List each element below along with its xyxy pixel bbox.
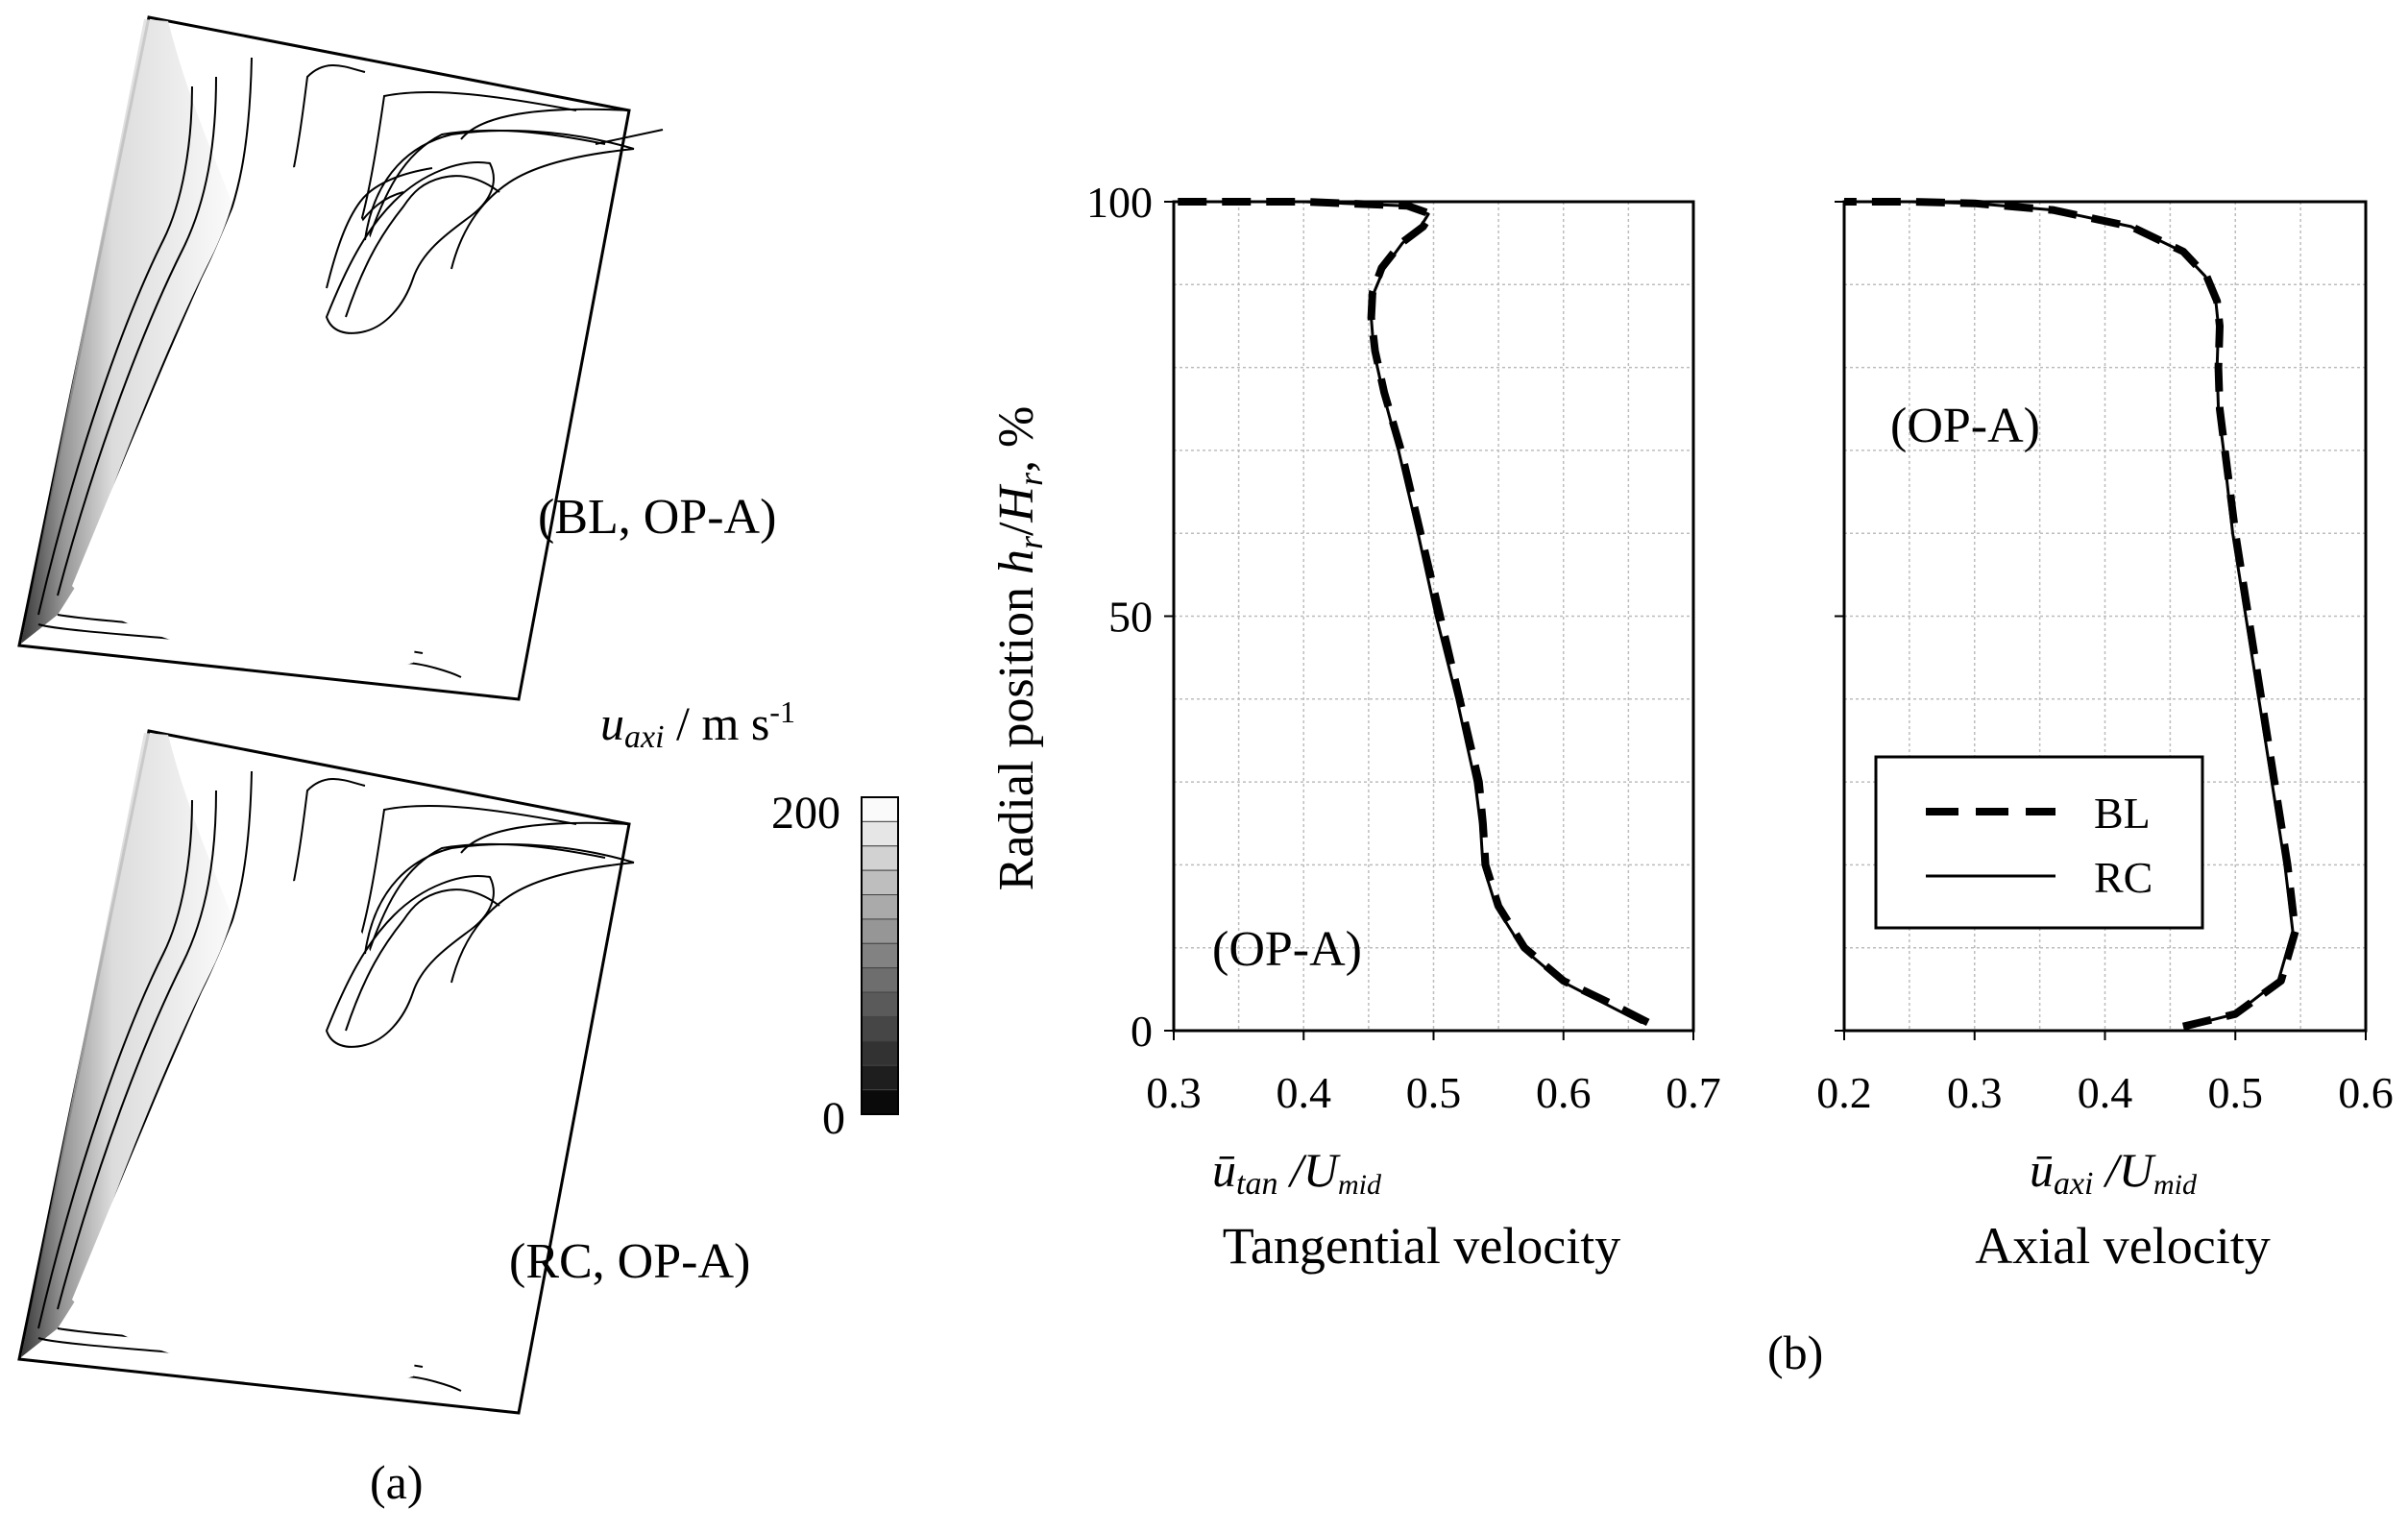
colorbar-cell (861, 845, 899, 871)
x-tick-label: 0.6 (2338, 1068, 2394, 1117)
xlabel-axi-U: /U (2103, 1143, 2156, 1197)
x-tick-label: 0.4 (2078, 1068, 2133, 1117)
low-velocity-region (21, 19, 250, 644)
y-axis-label-h: h (989, 549, 1044, 574)
xlabel-axi-Usub: mid (2153, 1169, 2198, 1201)
colorbar-cell (861, 894, 899, 920)
inner-contour (72, 166, 418, 669)
colorbar-unit-exp: -1 (769, 694, 795, 729)
annotation-axial: (OP-A) (1890, 399, 2040, 453)
colorbar-cell (861, 967, 899, 993)
tangential-velocity-chart: 0.3 0.4 0.5 0.6 0.7 0 50 100 (1086, 178, 1721, 1117)
colorbar-min-label: 0 (822, 1093, 845, 1144)
caption-rc: (RC, OP-A) (509, 1234, 750, 1289)
legend: BL RC (1874, 755, 2204, 930)
series-line-bl (1174, 198, 1650, 1026)
x-tick-label: 0.5 (2208, 1068, 2264, 1117)
y-tick-label: 100 (1086, 178, 1153, 227)
x-axis-label-axial: ūaxi /Umid (2030, 1143, 2198, 1202)
closed-contour (325, 875, 495, 1048)
y-axis-label-sub1: r (1011, 535, 1050, 549)
panel-label-b: (b) (1767, 1326, 1823, 1379)
x-axis-label-tangential: ūtan /Umid (1212, 1143, 1382, 1202)
colorbar: uaxi / m s-1 200 0 (600, 694, 899, 1144)
colorbar-cell (861, 796, 899, 822)
colorbar-cell (861, 820, 899, 847)
contour-plot-bl (17, 15, 664, 701)
colorbar-title: uaxi / m s-1 (600, 694, 795, 755)
xlabel-axi-sub: axi (2054, 1166, 2094, 1202)
colorbar-frame (861, 796, 899, 1115)
x-tick-label: 0.7 (1666, 1068, 1721, 1117)
colorbar-cell (861, 942, 899, 969)
legend-rc-label: RC (2094, 853, 2153, 902)
y-axis-label-text: Radial position (989, 587, 1044, 890)
colorbar-cell (861, 991, 899, 1017)
xlabel-tan-base: ū (1212, 1143, 1236, 1197)
colorbar-cell (861, 869, 899, 896)
legend-bl-label: BL (2094, 789, 2151, 838)
x-axis-title-tangential: Tangential velocity (1223, 1217, 1621, 1275)
low-velocity-region (21, 733, 250, 1357)
colorbar-cell (861, 1015, 899, 1042)
xlabel-tan-U: /U (1287, 1143, 1341, 1197)
x-tick-label: 0.3 (1947, 1068, 2003, 1117)
colorbar-cell (861, 1040, 899, 1066)
annotation-tangential: (OP-A) (1212, 922, 1362, 977)
y-axis-label-H: H (989, 484, 1044, 523)
panel-label-a: (a) (370, 1455, 424, 1509)
xlabel-tan-Usub: mid (1338, 1169, 1382, 1201)
x-tick-label: 0.5 (1406, 1068, 1462, 1117)
colorbar-cell (861, 1064, 899, 1091)
colorbar-cell (861, 918, 899, 944)
closed-contour (325, 161, 495, 334)
colorbar-cell (861, 1089, 899, 1115)
xlabel-axi-base: ū (2030, 1143, 2054, 1197)
y-axis-label: Radial position hr/Hr, % (989, 406, 1050, 891)
colorbar-subscript: axi (624, 719, 665, 755)
x-tick-label: 0.2 (1816, 1068, 1872, 1117)
x-tick-label: 0.6 (1536, 1068, 1592, 1117)
axial-velocity-chart: 0.2 0.3 0.4 0.5 0.6 (1816, 198, 2394, 1117)
y-axis-label-sub2: r (1011, 472, 1050, 486)
series-line-rc (1172, 200, 1643, 1024)
contour-plot-rc (17, 729, 635, 1415)
inner-contour (72, 880, 418, 1382)
xlabel-tan-sub: tan (1236, 1166, 1277, 1202)
y-axis-label-unit: , % (989, 406, 1044, 473)
caption-bl: (BL, OP-A) (538, 490, 776, 545)
x-tick-label: 0.3 (1146, 1068, 1202, 1117)
y-tick-label: 50 (1108, 593, 1153, 642)
y-tick-label: 0 (1131, 1007, 1153, 1056)
colorbar-max-label: 200 (771, 788, 840, 839)
x-axis-title-axial: Axial velocity (1975, 1217, 2270, 1275)
series-line-rc (1842, 200, 2295, 1029)
x-tick-label: 0.4 (1277, 1068, 1332, 1117)
colorbar-cells (861, 796, 899, 1115)
y-axis-label-slash: / (989, 522, 1044, 536)
colorbar-symbol: u (600, 696, 624, 750)
legend-box (1874, 755, 2204, 930)
colorbar-unit: / m s (665, 696, 770, 750)
